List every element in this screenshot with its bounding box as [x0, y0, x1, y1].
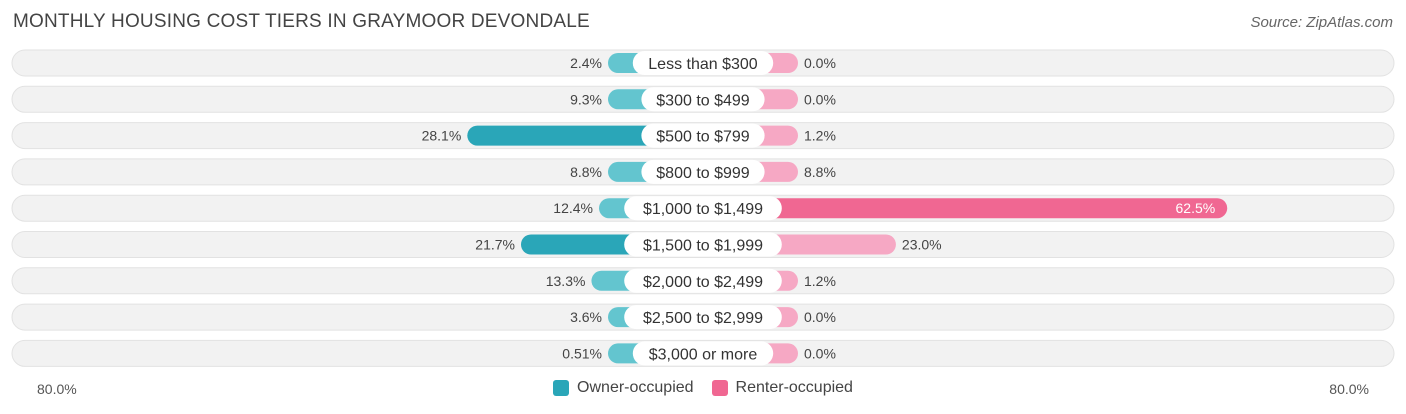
owner-value-label: 9.3% [570, 91, 602, 107]
renter-value-label: 1.2% [804, 273, 836, 289]
owner-value-label: 12.4% [553, 200, 593, 216]
renter-value-label: 1.2% [804, 128, 836, 144]
legend-item-renter: Renter-occupied [711, 379, 853, 397]
legend-label-owner: Owner-occupied [577, 379, 694, 396]
category-label: $1,500 to $1,999 [643, 238, 763, 255]
legend-swatch-renter [711, 380, 728, 396]
owner-value-label: 28.1% [422, 128, 462, 144]
category-label: $500 to $799 [656, 129, 750, 146]
owner-value-label: 21.7% [475, 237, 515, 253]
category-label: $3,000 or more [649, 346, 758, 363]
owner-value-label: 13.3% [546, 273, 586, 289]
category-label: $1,000 to $1,499 [643, 201, 763, 218]
category-pill [641, 123, 765, 148]
owner-value-label: 0.51% [562, 345, 602, 361]
renter-value-label: 23.0% [902, 237, 942, 253]
category-pill [624, 305, 782, 330]
renter-value-label: 0.0% [804, 345, 836, 361]
category-pill [624, 196, 782, 221]
legend: Owner-occupied Renter-occupied [0, 379, 1406, 397]
owner-value-label: 3.6% [570, 309, 602, 325]
category-pill [624, 268, 782, 293]
legend-label-renter: Renter-occupied [735, 379, 853, 396]
renter-value-label: 8.8% [804, 164, 836, 180]
category-pill [632, 51, 774, 75]
category-pill [641, 87, 765, 112]
legend-item-owner: Owner-occupied [553, 379, 694, 397]
category-label: $300 to $499 [656, 92, 750, 109]
category-label: $2,500 to $2,999 [643, 310, 763, 327]
category-label: $800 to $999 [656, 165, 750, 182]
legend-swatch-owner [553, 380, 570, 396]
renter-value-label: 0.0% [804, 55, 836, 71]
category-pill [624, 232, 782, 257]
renter-value-label: 0.0% [804, 91, 836, 107]
axis-right-label: 80.0% [1329, 381, 1369, 397]
source-label: Source: ZipAtlas.com [1250, 14, 1393, 31]
category-pill [632, 341, 774, 366]
owner-value-label: 2.4% [570, 55, 602, 71]
renter-value-label: 0.0% [804, 309, 836, 325]
axis-left-label: 80.0% [37, 381, 77, 397]
category-pill [641, 159, 765, 184]
owner-value-label: 8.8% [570, 164, 602, 180]
chart-title: MONTHLY HOUSING COST TIERS IN GRAYMOOR D… [13, 11, 590, 32]
category-label: Less than $300 [648, 56, 758, 73]
renter-bar [703, 198, 1228, 219]
category-label: $2,000 to $2,499 [643, 274, 763, 291]
renter-value-label: 62.5% [1176, 200, 1216, 216]
